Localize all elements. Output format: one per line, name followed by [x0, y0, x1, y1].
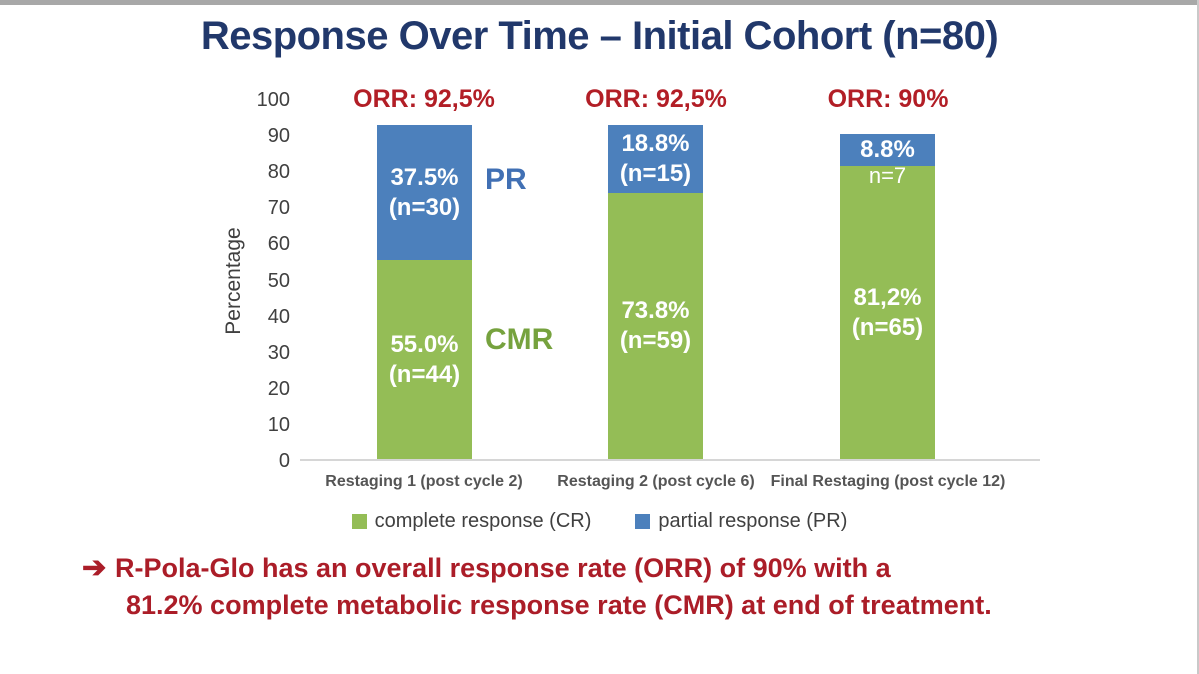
bar-segment-cr: 73.8% (n=59) [608, 193, 703, 459]
legend: complete response (CR) partial response … [0, 510, 1199, 533]
cr-percent: 73.8% [621, 297, 690, 324]
x-axis-line [300, 459, 1040, 461]
pr-segment-label: 37.5% (n=30) [389, 163, 460, 223]
footer-summary-line1: R-Pola-Glo has an overall response rate … [115, 553, 891, 583]
y-tick: 30 [267, 342, 290, 364]
cr-segment-label: 73.8% (n=59) [620, 296, 691, 356]
x-category-restaging-1: Restaging 1 (post cycle 2) [325, 473, 523, 490]
orr-label-3: ORR: 90% [827, 85, 949, 113]
cr-color-swatch [351, 514, 367, 529]
cr-percent: 81,2% [853, 283, 922, 311]
x-category-restaging-2: Restaging 2 (post cycle 6) [557, 473, 755, 490]
stacked-bar-final-restaging: 8.8% n=7 81,2% (n=65) [840, 134, 935, 459]
cr-segment-label: 55.0% (n=44) [389, 330, 460, 390]
x-category-final-restaging: Final Restaging (post cycle 12) [770, 473, 1006, 490]
page-title: Response Over Time – Initial Cohort (n=8… [200, 14, 999, 58]
y-tick: 50 [267, 270, 290, 292]
legend-item-cr: complete response (CR) [351, 510, 592, 533]
y-tick: 100 [256, 89, 290, 111]
pr-annotation: PR [485, 163, 527, 196]
pr-segment-label: 18.8% (n=15) [620, 129, 691, 189]
y-tick: 80 [267, 161, 290, 183]
cr-count: (n=59) [619, 327, 692, 354]
top-strip [0, 0, 1199, 5]
y-tick: 0 [278, 450, 290, 472]
cr-percent: 55.0% [390, 330, 459, 358]
orr-label-1: ORR: 92,5% [353, 85, 495, 113]
bar-segment-pr: 37.5% (n=30) [377, 125, 472, 260]
pr-percent: 18.8% [621, 130, 690, 157]
legend-label-cr: complete response (CR) [374, 510, 592, 532]
y-tick: 10 [267, 414, 290, 436]
stacked-bar-restaging-2: 18.8% (n=15) 73.8% (n=59) [608, 125, 703, 459]
legend-item-pr: partial response (PR) [635, 510, 847, 533]
bar-segment-pr: 8.8% n=7 [840, 134, 935, 188]
cr-segment-label: 81,2% (n=65) [852, 283, 923, 343]
cr-count: (n=44) [388, 360, 461, 388]
legend-label-pr: partial response (PR) [658, 510, 848, 532]
pr-percent: 37.5% [390, 163, 459, 191]
y-tick: 20 [267, 378, 290, 400]
y-tick: 60 [267, 233, 290, 255]
y-tick: 90 [267, 125, 290, 147]
cmr-annotation: CMR [485, 323, 554, 356]
right-border [1197, 0, 1199, 674]
bar-segment-pr: 18.8% (n=15) [608, 125, 703, 193]
stacked-bar-restaging-1: 37.5% (n=30) 55.0% (n=44) [377, 125, 472, 459]
pr-count: n=7 [868, 163, 907, 188]
y-tick: 70 [267, 197, 290, 219]
pr-count: (n=15) [619, 160, 692, 187]
pr-count: (n=30) [388, 193, 461, 221]
pr-percent: 8.8% [860, 136, 915, 163]
pr-color-swatch [635, 514, 651, 529]
plot-area: 37.5% (n=30) 55.0% (n=44) 18.8% (n=15) [300, 98, 1040, 461]
arrow-icon: ➔ [82, 552, 107, 584]
bar-segment-cr: 55.0% (n=44) [377, 260, 472, 459]
orr-label-2: ORR: 92,5% [585, 85, 727, 113]
pr-segment-label: 8.8% n=7 [860, 137, 915, 189]
y-tick: 40 [267, 306, 290, 328]
footer-summary-line2: 81.2% complete metabolic response rate (… [126, 590, 992, 620]
bar-segment-cr: 81,2% (n=65) [840, 166, 935, 459]
cr-count: (n=65) [851, 313, 924, 341]
